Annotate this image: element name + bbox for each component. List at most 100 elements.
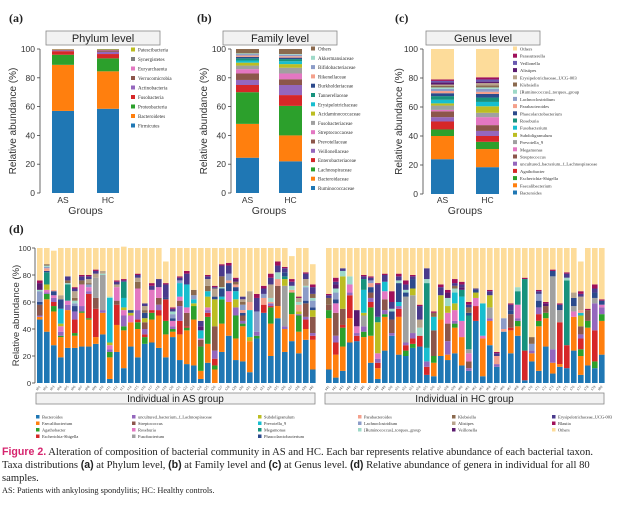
- bar-segment-individual: [107, 345, 113, 350]
- bar-segment-individual: [65, 284, 71, 301]
- bar-segment-individual: [424, 366, 430, 375]
- bar-segment-individual: [149, 342, 155, 383]
- bar-segment-individual: [424, 283, 430, 348]
- bar-segment-genus: [431, 121, 454, 130]
- x-tick-label-individual: s63: [478, 385, 485, 392]
- bar-segment-individual: [438, 287, 444, 296]
- bar-segment-phylum: [97, 71, 119, 109]
- bar-segment-individual: [389, 335, 395, 383]
- bar-segment-individual: [340, 248, 346, 269]
- bar-segment-individual: [410, 276, 416, 280]
- bar-segment-individual: [515, 320, 521, 327]
- legend-label-genus: [Ruminococcus]_torques_group: [520, 90, 580, 95]
- x-tick-label-individual: s27: [217, 385, 224, 392]
- bar-segment-individual: [233, 315, 239, 339]
- bar-segment-individual: [93, 270, 99, 274]
- bar-segment-individual: [508, 304, 514, 311]
- y-tick-label-individual: 60: [23, 298, 31, 307]
- bar-segment-individual: [431, 311, 437, 313]
- bar-segment-individual: [389, 302, 395, 309]
- bar-segment-individual: [487, 248, 493, 290]
- bar-segment-genus: [476, 81, 499, 84]
- legend-swatch-genus: [513, 96, 517, 101]
- bar-segment-individual: [296, 297, 302, 302]
- bar-segment-genus: [431, 84, 454, 86]
- bar-segment-individual: [163, 357, 169, 383]
- legend-swatch-individual: [132, 421, 136, 425]
- bar-segment-genus: [431, 111, 454, 118]
- bar-segment-individual: [473, 289, 479, 293]
- bar-segment-individual: [487, 295, 493, 308]
- bar-segment-individual: [459, 289, 465, 297]
- bar-segment-individual: [361, 275, 367, 277]
- x-tick-label-individual: s71: [534, 385, 541, 392]
- bar-segment-individual: [107, 296, 113, 298]
- bar-segment-individual: [289, 289, 295, 293]
- bar-segment-genus: [431, 88, 454, 92]
- bar-segment-individual: [599, 248, 605, 300]
- bar-segment-individual: [72, 347, 78, 383]
- bar-segment-individual: [445, 248, 451, 290]
- bar-segment-individual: [536, 314, 542, 321]
- legend-swatch-individual: [36, 421, 40, 425]
- y-tick-label-phylum: 100: [21, 44, 35, 54]
- legend-swatch-genus: [513, 82, 517, 87]
- bar-segment-individual: [571, 316, 577, 351]
- bar-segment-individual: [37, 315, 43, 317]
- bar-segment-individual: [310, 300, 316, 308]
- y-tick-label-individual: 20: [23, 352, 31, 361]
- bar-segment-genus: [476, 93, 499, 98]
- legend-swatch-genus: [513, 75, 517, 80]
- bar-segment-individual: [310, 284, 316, 288]
- bar-segment-individual: [184, 364, 190, 383]
- bar-segment-individual: [79, 248, 85, 275]
- bar-segment-individual: [522, 279, 528, 351]
- bar-segment-genus: [476, 125, 499, 131]
- x-tick-label-individual: s12: [112, 385, 119, 392]
- x-tick-label-individual: s16: [140, 385, 147, 392]
- bar-segment-individual: [58, 331, 64, 336]
- legend-swatch-phylum: [131, 76, 135, 80]
- legend-swatch-genus: [513, 68, 517, 73]
- bar-segment-genus: [476, 141, 499, 150]
- legend-label-genus: Prevotella_9: [520, 140, 544, 145]
- bar-segment-genus: [431, 129, 454, 136]
- chart-title-box-phylum: [45, 30, 161, 46]
- legend-swatch-phylum: [131, 57, 135, 61]
- bar-segment-individual: [219, 248, 225, 265]
- bar-segment-individual: [550, 269, 556, 271]
- bar-segment-individual: [522, 277, 528, 280]
- bar-segment-genus: [431, 96, 454, 100]
- bar-segment-individual: [515, 326, 521, 336]
- bar-segment-individual: [473, 248, 479, 289]
- bar-segment-individual: [149, 310, 155, 313]
- bar-segment-individual: [303, 273, 309, 280]
- x-tick-label-individual: s11: [105, 385, 112, 392]
- bar-segment-individual: [170, 320, 176, 327]
- bar-segment-individual: [219, 288, 225, 297]
- bar-segment-individual: [93, 343, 99, 383]
- bar-segment-individual: [128, 315, 134, 323]
- bar-segment-individual: [396, 316, 402, 355]
- bar-segment-individual: [58, 308, 64, 324]
- legend-label-genus: Parasutterella: [520, 54, 545, 59]
- bar-segment-individual: [212, 365, 218, 370]
- bar-segment-individual: [58, 248, 64, 296]
- bar-segment-individual: [135, 281, 141, 289]
- bar-segment-individual: [114, 304, 120, 325]
- bar-segment-individual: [452, 353, 458, 383]
- bar-segment-individual: [58, 295, 64, 300]
- x-tick-label-individual: s66: [499, 385, 506, 392]
- bar-segment-individual: [296, 311, 302, 315]
- bar-segment-individual: [191, 319, 197, 366]
- bar-segment-individual: [149, 248, 155, 284]
- bar-segment-individual: [135, 329, 141, 358]
- bar-segment-individual: [79, 275, 85, 277]
- bar-segment-individual: [93, 277, 99, 298]
- legend-swatch-family: [311, 102, 315, 107]
- bar-segment-individual: [268, 323, 274, 356]
- x-tick-label-individual: s23: [189, 385, 196, 392]
- bar-segment-individual: [205, 310, 211, 313]
- bar-segment-individual: [508, 314, 514, 328]
- bar-segment-individual: [410, 288, 416, 296]
